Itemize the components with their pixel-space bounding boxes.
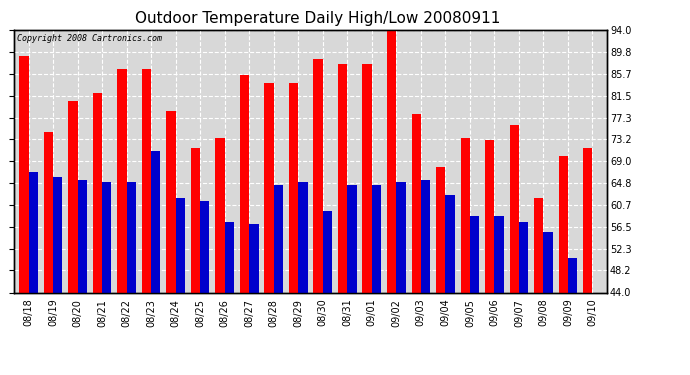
Bar bbox=[166, 111, 176, 292]
Bar bbox=[372, 185, 381, 292]
Bar bbox=[313, 59, 323, 292]
Bar bbox=[151, 151, 161, 292]
Bar bbox=[583, 148, 593, 292]
Bar bbox=[43, 132, 53, 292]
Bar bbox=[347, 185, 357, 292]
Bar bbox=[534, 198, 544, 292]
Bar bbox=[387, 30, 396, 292]
Bar bbox=[436, 166, 445, 292]
Bar bbox=[338, 64, 347, 292]
Bar bbox=[510, 124, 519, 292]
Bar bbox=[53, 177, 62, 292]
Bar bbox=[470, 216, 479, 292]
Bar bbox=[421, 180, 430, 292]
Bar bbox=[77, 180, 87, 292]
Bar bbox=[28, 172, 38, 292]
Bar bbox=[264, 82, 274, 292]
Bar bbox=[240, 75, 249, 292]
Bar bbox=[298, 182, 308, 292]
Bar bbox=[289, 82, 298, 292]
Bar bbox=[411, 114, 421, 292]
Bar bbox=[559, 156, 568, 292]
Bar bbox=[200, 201, 210, 292]
Bar bbox=[142, 69, 151, 292]
Bar bbox=[102, 182, 111, 292]
Bar bbox=[495, 216, 504, 292]
Bar bbox=[519, 222, 529, 292]
Bar bbox=[225, 222, 234, 292]
Text: Outdoor Temperature Daily High/Low 20080911: Outdoor Temperature Daily High/Low 20080… bbox=[135, 11, 500, 26]
Bar bbox=[485, 140, 495, 292]
Bar bbox=[460, 138, 470, 292]
Bar bbox=[117, 69, 126, 292]
Bar bbox=[544, 232, 553, 292]
Bar bbox=[274, 185, 283, 292]
Bar bbox=[215, 138, 225, 292]
Bar bbox=[445, 195, 455, 292]
Bar bbox=[92, 93, 102, 292]
Bar bbox=[362, 64, 372, 292]
Bar bbox=[323, 211, 332, 292]
Bar bbox=[396, 182, 406, 292]
Text: Copyright 2008 Cartronics.com: Copyright 2008 Cartronics.com bbox=[17, 34, 161, 43]
Bar bbox=[568, 258, 578, 292]
Bar bbox=[249, 224, 259, 292]
Bar bbox=[68, 101, 77, 292]
Bar bbox=[19, 56, 28, 292]
Bar bbox=[176, 198, 185, 292]
Bar bbox=[191, 148, 200, 292]
Bar bbox=[126, 182, 136, 292]
